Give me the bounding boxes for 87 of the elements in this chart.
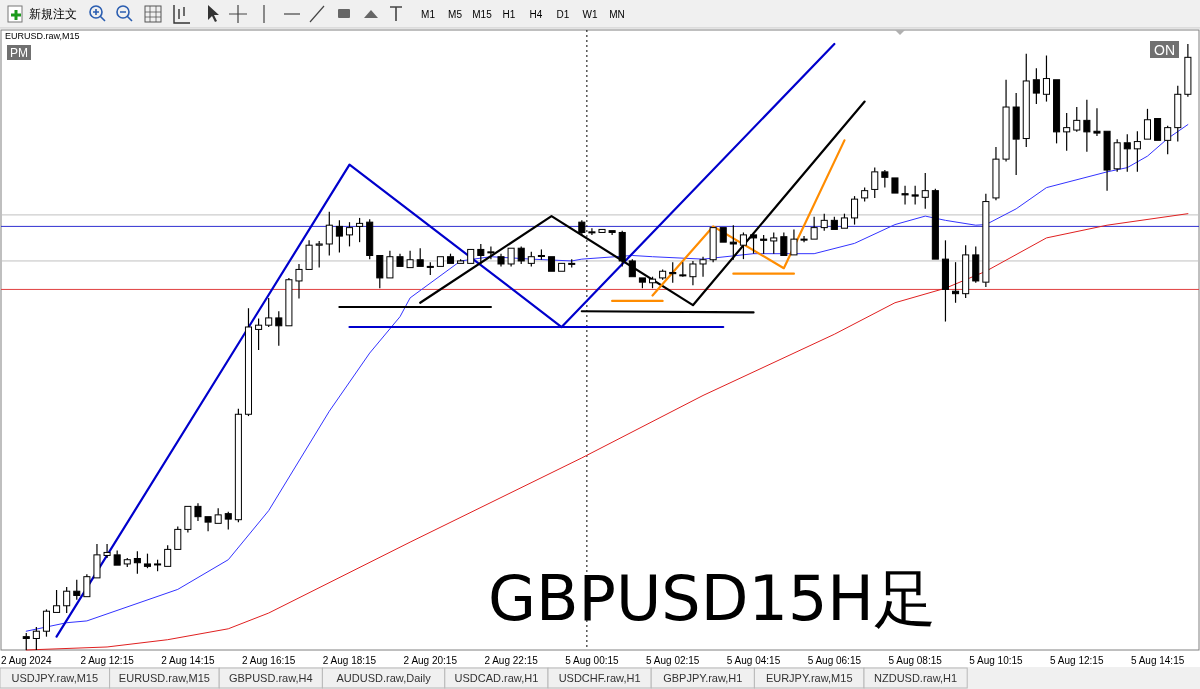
candlestick xyxy=(406,250,414,269)
candlestick xyxy=(780,231,788,256)
x-tick-label: 2 Aug 2024 xyxy=(0,655,52,666)
candlestick xyxy=(103,543,111,559)
candlestick xyxy=(1083,99,1091,153)
text: M1 xyxy=(421,9,436,20)
candlestick xyxy=(547,256,556,272)
text: H4 xyxy=(529,9,543,20)
candlestick xyxy=(931,188,939,260)
candlestick xyxy=(689,260,697,286)
text: M5 xyxy=(448,9,463,20)
x-tick-label: 2 Aug 18:15 xyxy=(322,655,377,666)
candlestick xyxy=(719,227,727,243)
text: GBPJPY.raw,H1 xyxy=(663,672,743,684)
candlestick xyxy=(558,262,566,272)
annotation: GBPUSD15H足 xyxy=(488,562,936,635)
candlestick xyxy=(881,169,889,189)
candlestick xyxy=(972,245,980,284)
candlestick xyxy=(436,256,444,267)
candlestick xyxy=(901,185,909,206)
text: MN xyxy=(609,9,625,20)
x-tick-label: 5 Aug 04:15 xyxy=(726,655,781,666)
candlestick xyxy=(204,516,212,532)
candlestick xyxy=(992,146,1000,201)
candlestick xyxy=(487,245,495,260)
candlestick xyxy=(467,248,475,264)
text: USDJPY.raw,M15 xyxy=(11,672,99,684)
text: H1 xyxy=(502,9,516,20)
candlestick xyxy=(244,307,253,417)
candlestick xyxy=(891,177,899,194)
x-tick-label: 5 Aug 06:15 xyxy=(807,655,862,666)
candlestick xyxy=(709,227,717,263)
text: EURUSD.raw,M15 xyxy=(118,672,210,684)
candlestick xyxy=(1184,43,1192,98)
candlestick xyxy=(1103,130,1111,192)
text: EURJPY.raw,M15 xyxy=(765,672,853,684)
candlestick xyxy=(497,253,505,267)
x-tick-label: 5 Aug 12:15 xyxy=(1050,655,1104,666)
text: M15 xyxy=(472,9,493,20)
candlestick xyxy=(800,235,808,243)
candlestick xyxy=(507,247,515,267)
candlestick xyxy=(608,230,616,236)
candlestick xyxy=(628,258,636,278)
candlestick xyxy=(83,573,91,598)
candlestick xyxy=(982,193,990,288)
text: 新規注文 xyxy=(29,7,77,21)
candlestick xyxy=(194,502,202,522)
candlestick xyxy=(93,543,101,579)
candlestick xyxy=(305,239,313,270)
x-tick-label: 2 Aug 20:15 xyxy=(403,655,458,666)
candlestick xyxy=(790,228,798,256)
candlestick xyxy=(1002,79,1010,163)
x-tick-label: 5 Aug 14:15 xyxy=(1130,655,1185,666)
x-tick-label: 5 Aug 02:15 xyxy=(646,655,700,666)
candlestick xyxy=(295,263,303,300)
chart-title: EURUSD.raw,M15 xyxy=(5,31,80,41)
x-tick-label: 2 Aug 16:15 xyxy=(241,655,296,666)
text: USDCAD.raw,H1 xyxy=(454,672,539,684)
candlestick xyxy=(1093,107,1101,137)
candlestick xyxy=(184,505,192,534)
text: D1 xyxy=(556,9,570,20)
candlestick xyxy=(265,297,273,328)
x-tick-label: 5 Aug 08:15 xyxy=(888,655,943,666)
x-tick-label: 5 Aug 10:15 xyxy=(969,655,1024,666)
candlestick xyxy=(659,268,667,281)
candlestick xyxy=(598,228,606,233)
candlestick xyxy=(1133,130,1141,173)
candlestick xyxy=(941,239,949,323)
candlestick xyxy=(457,258,465,264)
text: NZDUSD.raw,H1 xyxy=(874,672,958,684)
x-tick-label: 2 Aug 14:15 xyxy=(161,655,216,666)
text: GBPUSD.raw,H4 xyxy=(228,672,313,684)
text: AUDUSD.raw,Daily xyxy=(336,672,432,684)
candlestick xyxy=(386,250,394,279)
candlestick xyxy=(1154,118,1162,141)
annotation: PM xyxy=(10,46,28,60)
annotation: ON xyxy=(1154,42,1175,58)
candlestick xyxy=(285,277,293,327)
text: W1 xyxy=(582,9,598,20)
x-tick-label: 2 Aug 22:15 xyxy=(484,655,539,666)
candlestick xyxy=(810,216,818,240)
candlestick xyxy=(396,253,404,267)
text: USDCHF.raw,H1 xyxy=(558,672,641,684)
candlestick xyxy=(699,256,707,278)
candlestick xyxy=(1123,133,1131,173)
x-tick-label: 5 Aug 00:15 xyxy=(565,655,620,666)
x-tick-label: 2 Aug 12:15 xyxy=(80,655,135,666)
